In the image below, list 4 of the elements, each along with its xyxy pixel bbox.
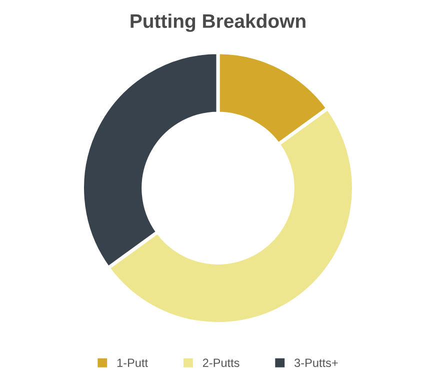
legend-label: 2-Putts [202,358,240,368]
chart-title: Putting Breakdown [130,14,306,32]
legend-label: 3-Putts+ [294,358,338,368]
legend-label: 1-Putt [117,358,148,368]
